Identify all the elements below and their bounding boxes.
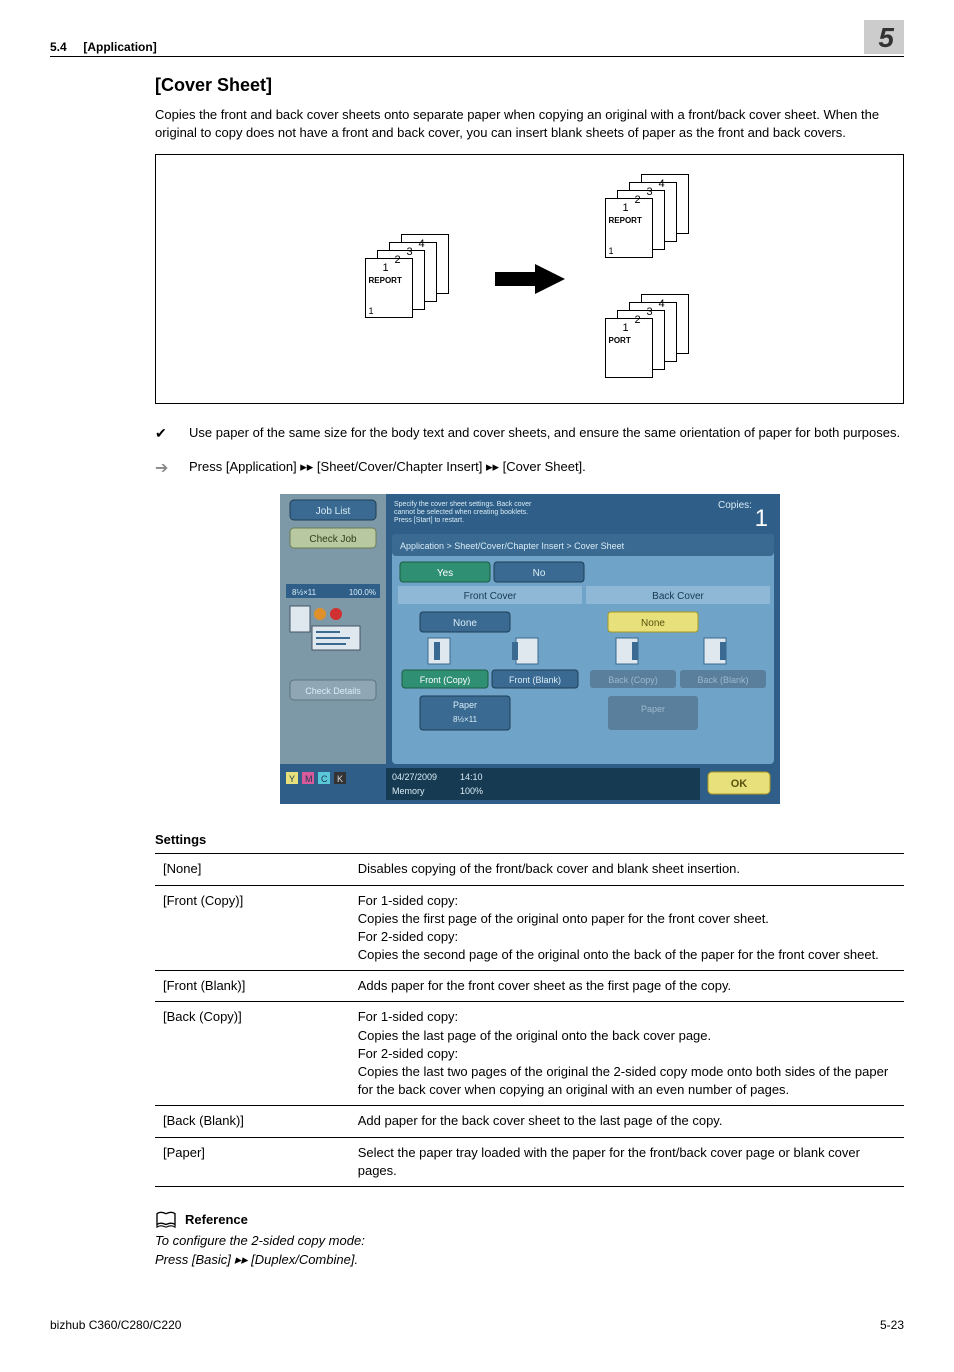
reference-line1: To configure the 2-sided copy mode: [155,1233,904,1248]
navigation-text: Press [Application] ▸▸ [Sheet/Cover/Chap… [189,458,586,480]
page-footer: bizhub C360/C280/C220 5-23 [50,1318,904,1332]
device-screenshot: Job List Check Job 8½×11 100.0% Check De… [280,494,780,804]
result-stacks: 1 2 3 4 REPORT 1 1 2 3 4 PORT [605,174,695,384]
back-none-button: None [641,618,665,629]
breadcrumb: Application > Sheet/Cover/Chapter Insert… [400,541,625,551]
book-icon [155,1211,177,1229]
svg-text:14:10: 14:10 [460,772,483,782]
settings-heading: Settings [155,832,904,847]
navigation-row: ➔ Press [Application] ▸▸ [Sheet/Cover/Ch… [155,458,904,480]
page-title: [Cover Sheet] [155,75,904,96]
check-job-tab: Check Job [309,534,357,545]
section-number: 5.4 [50,40,67,54]
table-row: [Paper]Select the paper tray loaded with… [155,1137,904,1186]
front-paper-button: Paper [452,700,476,710]
chapter-number: 5 [864,20,904,54]
svg-text:8½×11: 8½×11 [452,715,477,724]
svg-text:Y: Y [289,774,295,784]
check-details-button: Check Details [305,686,361,696]
front-copy-button: Front (Copy) [419,675,470,685]
note-row: ✔ Use paper of the same size for the bod… [155,424,904,444]
note-text: Use paper of the same size for the body … [189,424,900,444]
svg-text:04/27/2009: 04/27/2009 [392,772,437,782]
svg-text:100.0%: 100.0% [348,588,375,597]
footer-model: bizhub C360/C280/C220 [50,1318,181,1332]
arrow-icon: ➔ [155,458,169,480]
header-left: 5.4 [Application] [50,40,157,54]
table-row: [Front (Copy)]For 1-sided copy: Copies t… [155,885,904,971]
svg-text:Front Cover: Front Cover [463,591,516,602]
back-blank-icon [704,638,726,664]
reference-label: Reference [185,1212,248,1227]
settings-table: [None]Disables copying of the front/back… [155,853,904,1187]
svg-text:8½×11: 8½×11 [292,588,317,597]
svg-text:C: C [321,774,328,784]
svg-text:Memory: Memory [392,786,425,796]
no-button: No [532,568,545,579]
back-paper-button: Paper [640,704,664,714]
svg-text:Back Cover: Back Cover [652,591,704,602]
back-blank-button: Back (Blank) [697,675,748,685]
result-stack-top: 1 2 3 4 REPORT 1 [605,174,695,264]
reference-line2: Press [Basic] ▸▸ [Duplex/Combine]. [155,1252,904,1268]
yes-button: Yes [436,568,452,579]
page-header: 5.4 [Application] 5 [50,20,904,57]
source-stack: 1 2 3 4 REPORT 1 [365,234,455,324]
front-blank-icon [512,638,538,664]
svg-text:K: K [337,774,343,784]
arrow-icon [495,264,565,294]
svg-text:1: 1 [754,505,767,532]
svg-text:M: M [305,774,313,784]
svg-text:Press [Start] to restart.: Press [Start] to restart. [394,517,464,524]
table-row: [None]Disables copying of the front/back… [155,854,904,885]
ok-button: OK [730,778,747,790]
back-copy-icon [616,638,638,664]
intro-text: Copies the front and back cover sheets o… [155,106,904,142]
front-copy-icon [428,638,450,664]
result-stack-bottom: 1 2 3 4 PORT [605,294,695,384]
hint-line: Specify the cover sheet settings. Back c… [394,501,532,508]
back-copy-button: Back (Copy) [608,675,658,685]
svg-text:100%: 100% [460,786,483,796]
check-icon: ✔ [155,424,169,444]
front-none-button: None [453,618,477,629]
svg-text:Copies:: Copies: [718,500,752,511]
footer-page: 5-23 [880,1318,904,1332]
svg-text:cannot be selected when creati: cannot be selected when creating booklet… [394,509,528,516]
reference-heading: Reference [155,1211,904,1229]
illustration: 1 2 3 4 REPORT 1 1 2 3 4 REPORT 1 1 [155,154,904,404]
table-row: [Front (Blank)]Adds paper for the front … [155,971,904,1002]
table-row: [Back (Copy)]For 1-sided copy: Copies th… [155,1002,904,1106]
table-row: [Back (Blank)]Add paper for the back cov… [155,1106,904,1137]
front-blank-button: Front (Blank) [508,675,560,685]
job-list-button: Job List [315,506,350,517]
section-label: [Application] [83,40,156,54]
